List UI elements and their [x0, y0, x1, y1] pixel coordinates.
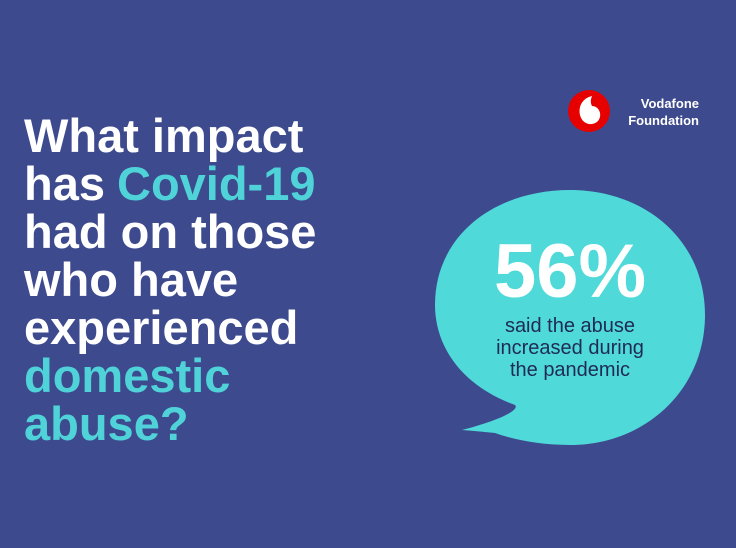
logo-quote: [579, 96, 601, 125]
logo: Vodafone Foundation: [568, 90, 699, 132]
headline-text: experienced: [24, 301, 298, 354]
logo-text: Foundation: [628, 113, 699, 128]
speech-bubble: [435, 190, 705, 445]
logo-text: Vodafone: [641, 96, 699, 111]
headline-line: experienced: [24, 301, 298, 354]
headline-line: domestic: [24, 349, 230, 402]
headline-text: who have: [23, 253, 238, 306]
caption-line: said the abuse: [505, 315, 635, 337]
stat-figure: 56%: [494, 229, 646, 314]
headline-highlight: domestic: [24, 349, 230, 402]
headline-line: abuse?: [24, 397, 189, 450]
headline-line: who have: [23, 253, 238, 306]
headline-line: had on those: [24, 205, 316, 258]
headline-text: has: [24, 157, 105, 210]
caption-line: increased during: [496, 337, 644, 359]
headline-highlight: abuse?: [24, 397, 189, 450]
headline-line: has Covid-19: [24, 157, 316, 210]
headline-text: What impact: [24, 109, 304, 162]
headline-text: had on those: [24, 205, 316, 258]
headline-line: What impact: [24, 109, 304, 162]
headline-highlight: Covid-19: [117, 157, 316, 210]
caption-line: the pandemic: [510, 359, 630, 381]
